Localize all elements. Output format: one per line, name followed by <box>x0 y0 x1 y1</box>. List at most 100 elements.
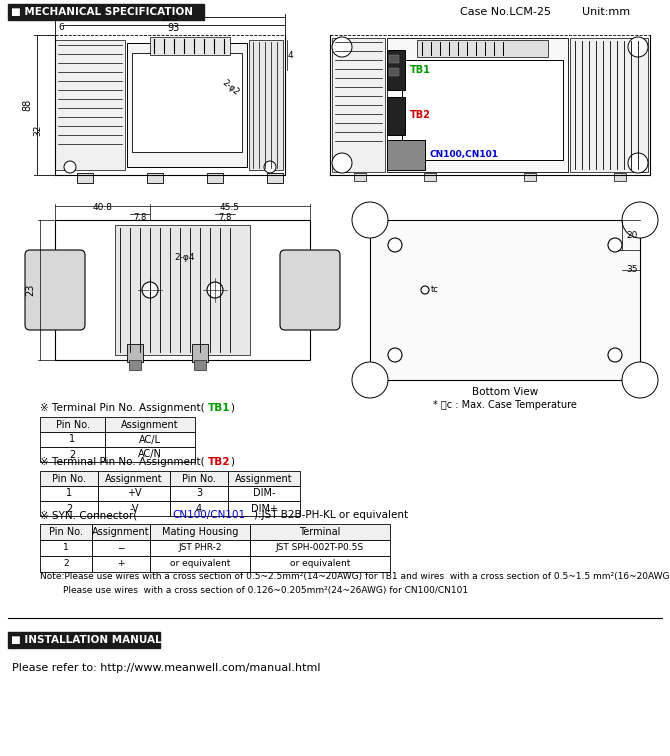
Bar <box>170 471 228 486</box>
Bar <box>40 471 98 486</box>
Bar <box>417 40 548 57</box>
Text: Please refer to: http://www.meanwell.com/manual.html: Please refer to: http://www.meanwell.com… <box>12 663 320 673</box>
Text: 40.8: 40.8 <box>92 203 113 212</box>
Bar <box>570 38 648 172</box>
Bar <box>92 540 150 556</box>
Text: 1: 1 <box>66 488 72 498</box>
Bar <box>127 344 143 362</box>
Bar <box>150 556 250 572</box>
Bar <box>105 447 195 462</box>
Text: 6: 6 <box>58 23 64 32</box>
Circle shape <box>608 238 622 252</box>
Text: 1: 1 <box>70 435 76 445</box>
Circle shape <box>622 362 658 398</box>
Bar <box>55 40 125 170</box>
Text: or equivalent: or equivalent <box>290 559 350 569</box>
Bar <box>40 556 92 572</box>
Bar <box>170 501 228 516</box>
Bar <box>98 501 170 516</box>
Text: Assignment: Assignment <box>105 473 163 484</box>
Circle shape <box>64 161 76 173</box>
Bar <box>8 4 204 20</box>
Text: ※ Terminal Pin No. Assignment(: ※ Terminal Pin No. Assignment( <box>40 403 204 413</box>
Text: 93: 93 <box>168 23 180 33</box>
Bar <box>267 173 283 183</box>
Text: ): ) <box>230 457 234 467</box>
Text: JST SPH-002T-P0.5S: JST SPH-002T-P0.5S <box>276 544 364 553</box>
Text: 4: 4 <box>196 503 202 513</box>
Circle shape <box>628 153 648 173</box>
Circle shape <box>264 161 276 173</box>
Bar <box>250 556 390 572</box>
Bar <box>387 38 568 172</box>
Text: DIM-: DIM- <box>253 488 275 498</box>
Text: 2-φ4: 2-φ4 <box>175 253 195 262</box>
Bar <box>40 501 98 516</box>
Text: +V: +V <box>127 488 141 498</box>
Circle shape <box>352 202 388 238</box>
Bar <box>55 220 310 360</box>
Circle shape <box>352 362 388 398</box>
Bar <box>387 50 405 90</box>
Text: Pin No.: Pin No. <box>182 473 216 484</box>
Text: TB2: TB2 <box>208 457 230 467</box>
Circle shape <box>207 282 223 298</box>
Bar <box>614 173 626 181</box>
FancyBboxPatch shape <box>280 250 340 330</box>
Bar <box>77 173 93 183</box>
Bar <box>40 447 105 462</box>
Text: 23: 23 <box>25 284 35 296</box>
Text: 3: 3 <box>196 488 202 498</box>
Bar <box>92 556 150 572</box>
Text: 7.8: 7.8 <box>133 213 147 222</box>
Text: 7.8: 7.8 <box>218 213 232 222</box>
Text: TB1: TB1 <box>410 65 431 75</box>
Text: 2: 2 <box>70 450 76 460</box>
Bar <box>132 53 242 152</box>
Bar <box>40 432 105 447</box>
Bar <box>8 632 160 648</box>
Text: ■ INSTALLATION MANUAL: ■ INSTALLATION MANUAL <box>11 635 161 645</box>
Bar <box>92 524 150 540</box>
Text: 2: 2 <box>63 559 69 569</box>
Text: ):JST B2B-PH-KL or equivalent: ):JST B2B-PH-KL or equivalent <box>254 510 408 520</box>
Bar <box>150 540 250 556</box>
Bar <box>228 471 300 486</box>
Text: CN100,CN101: CN100,CN101 <box>430 150 499 160</box>
Bar <box>98 486 170 501</box>
Circle shape <box>332 153 352 173</box>
Text: Case No.LCM-25: Case No.LCM-25 <box>460 7 551 17</box>
Text: TB2: TB2 <box>410 110 431 120</box>
Text: 2-φ2: 2-φ2 <box>220 78 241 97</box>
Text: 1: 1 <box>63 544 69 553</box>
Bar <box>228 486 300 501</box>
Text: Unit:mm: Unit:mm <box>582 7 630 17</box>
Text: TB1: TB1 <box>208 403 230 413</box>
Text: 35: 35 <box>626 265 637 274</box>
Text: Note:Please use wires with a cross section of 0.5~2.5mm²(14~20AWG) for TB1 and w: Note:Please use wires with a cross secti… <box>40 572 670 581</box>
Text: Pin No.: Pin No. <box>56 420 90 429</box>
Bar <box>389 68 399 76</box>
Text: +: + <box>117 559 125 569</box>
Circle shape <box>332 37 352 57</box>
Text: * Ⓣc : Max. Case Temperature: * Ⓣc : Max. Case Temperature <box>433 400 577 410</box>
Text: ※ SYN. Connector(: ※ SYN. Connector( <box>40 510 137 520</box>
Text: tc: tc <box>431 286 439 295</box>
Text: ): ) <box>230 403 234 413</box>
Bar <box>192 344 208 362</box>
Circle shape <box>608 348 622 362</box>
FancyBboxPatch shape <box>25 250 85 330</box>
Bar <box>170 486 228 501</box>
Bar <box>150 37 230 55</box>
Text: ※ Terminal Pin No. Assignment(: ※ Terminal Pin No. Assignment( <box>40 457 204 467</box>
Text: -V: -V <box>129 503 139 513</box>
Circle shape <box>628 37 648 57</box>
Text: Pin No.: Pin No. <box>49 527 83 537</box>
Text: ■ MECHANICAL SPECIFICATION: ■ MECHANICAL SPECIFICATION <box>11 7 193 17</box>
Text: 2: 2 <box>66 503 72 513</box>
Bar <box>524 173 536 181</box>
Bar <box>150 524 250 540</box>
Text: Mating Housing: Mating Housing <box>162 527 239 537</box>
Text: CN100/CN101: CN100/CN101 <box>172 510 245 520</box>
Bar <box>228 501 300 516</box>
